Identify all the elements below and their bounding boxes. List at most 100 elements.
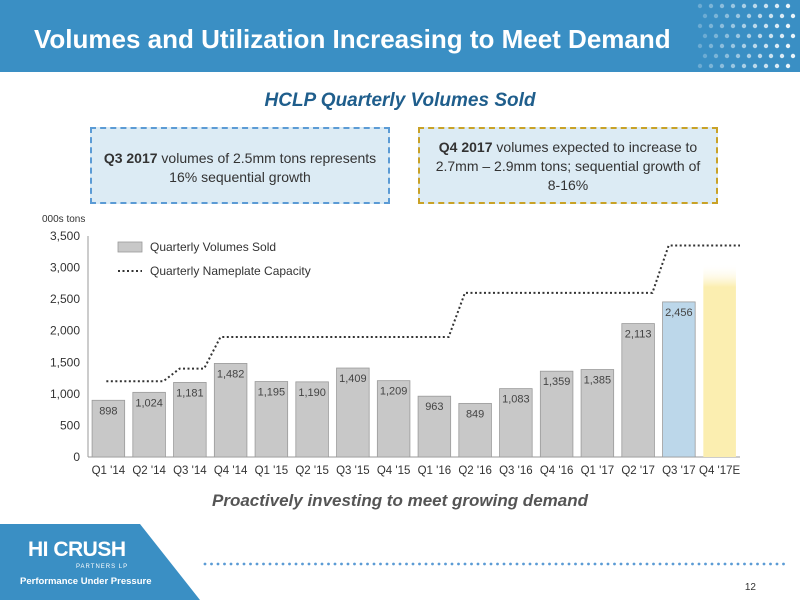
- footer-dot: [444, 562, 447, 566]
- header-dot: [752, 3, 758, 9]
- page-title: Volumes and Utilization Increasing to Me…: [34, 24, 671, 54]
- footer-dot: [236, 562, 239, 566]
- projected-bar: [703, 263, 736, 457]
- footer-dot: [353, 562, 356, 566]
- bar: [91, 399, 126, 458]
- header-dot: [724, 53, 730, 59]
- x-tick-label: Q2 '16: [458, 465, 492, 477]
- logo-tagline: Performance Under Pressure: [20, 576, 152, 587]
- footer-dot: [203, 562, 207, 566]
- header-dot: [779, 33, 785, 39]
- header-dot: [708, 43, 714, 49]
- footer-dot: [457, 562, 460, 566]
- footer-dot: [691, 562, 694, 566]
- header-dot: [735, 53, 741, 59]
- header-dot: [774, 23, 780, 29]
- bar-value-label: 2,113: [625, 329, 652, 341]
- header-dot: [708, 23, 714, 29]
- header-dot: [741, 3, 747, 9]
- footer-dot: [717, 562, 720, 566]
- footer-dot: [528, 562, 532, 566]
- footer-dot: [366, 562, 369, 566]
- bar: [458, 402, 492, 458]
- callout-q3-text: volumes of 2.5mm tons represents 16% seq…: [157, 150, 377, 185]
- footer-dot: [626, 562, 629, 566]
- footer-dot: [522, 562, 525, 566]
- page-number: 12: [744, 582, 756, 593]
- footer-dot: [567, 562, 571, 566]
- bar: [539, 370, 574, 458]
- footer-dot: [658, 562, 662, 566]
- bar-value-label: 1,190: [298, 387, 326, 399]
- header-dot: [713, 33, 719, 39]
- logo-subtext: PARTNERS LP: [76, 564, 129, 570]
- header-dot: [785, 3, 791, 9]
- header-dot: [746, 33, 752, 39]
- header-dot: [790, 13, 796, 19]
- footer-dot: [762, 562, 766, 566]
- header-dot: [697, 3, 703, 9]
- bar-value-label: 1,083: [502, 394, 530, 406]
- header-dot: [752, 63, 758, 69]
- footer-dot: [541, 562, 545, 566]
- x-tick-label: Q2 '17: [621, 465, 655, 477]
- x-tick-label: Q4 '17E: [699, 465, 741, 477]
- header-dot: [724, 33, 730, 39]
- footer-dot: [210, 562, 213, 566]
- header-dot: [757, 33, 763, 39]
- footer-dot: [372, 562, 376, 566]
- x-tick-label: Q3 '15: [336, 465, 370, 477]
- header-dot: [719, 3, 725, 9]
- y-tick-label: 500: [60, 418, 80, 432]
- header-dot: [702, 13, 708, 19]
- header-dot: [768, 53, 774, 59]
- footer-dot: [307, 562, 311, 566]
- footer-dot: [275, 562, 278, 566]
- footer-dot: [548, 562, 551, 566]
- footer-dot: [346, 562, 350, 566]
- footer-dot: [262, 562, 265, 566]
- y-tick-label: 2,500: [50, 292, 80, 306]
- legend-swatch-volumes: [117, 241, 143, 253]
- header-dot: [730, 43, 736, 49]
- footer-dot: [288, 562, 291, 566]
- header-dot: [768, 13, 774, 19]
- header-dot: [774, 63, 780, 69]
- footer-dot: [606, 562, 610, 566]
- header-dot: [730, 23, 736, 29]
- header-dot: [730, 63, 736, 69]
- header-dot: [719, 63, 725, 69]
- y-tick-label: 1,500: [50, 355, 80, 369]
- footer-dot: [281, 562, 285, 566]
- footer-dot: [223, 562, 226, 566]
- bar-value-label: 2,456: [665, 307, 693, 319]
- bar-value-label: 1,024: [135, 397, 163, 409]
- footer-dot: [359, 562, 363, 566]
- header-dot: [697, 63, 703, 69]
- footer-dot: [249, 562, 252, 566]
- header-dot: [768, 33, 774, 39]
- footer-dot: [301, 562, 304, 566]
- bar-value-label: 1,385: [584, 375, 612, 387]
- tagline: Proactively investing to meet growing de…: [212, 491, 588, 510]
- header-dot: [774, 3, 780, 9]
- header-dot: [735, 13, 741, 19]
- footer-dot: [678, 562, 681, 566]
- footer-dot: [242, 562, 246, 566]
- footer-dot: [639, 562, 642, 566]
- footer-dot: [450, 562, 454, 566]
- bar-value-label: 898: [99, 405, 117, 417]
- bar-value-label: 963: [425, 401, 443, 413]
- x-tick-label: Q3 '14: [173, 465, 207, 477]
- footer-dot: [723, 562, 727, 566]
- footer-dot: [405, 562, 408, 566]
- header-dot: [752, 23, 758, 29]
- x-tick-label: Q3 '17: [662, 465, 696, 477]
- header-dot: [741, 43, 747, 49]
- footer-dot: [216, 562, 220, 566]
- footer-dot: [580, 562, 584, 566]
- header-dot: [713, 53, 719, 59]
- x-tick-label: Q4 '16: [540, 465, 574, 477]
- callout-q4-2017: Q4 2017 volumes expected to increase to …: [418, 127, 718, 204]
- footer-dot: [320, 562, 324, 566]
